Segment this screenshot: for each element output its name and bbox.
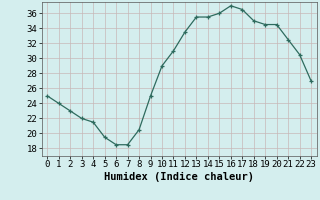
X-axis label: Humidex (Indice chaleur): Humidex (Indice chaleur) [104, 172, 254, 182]
